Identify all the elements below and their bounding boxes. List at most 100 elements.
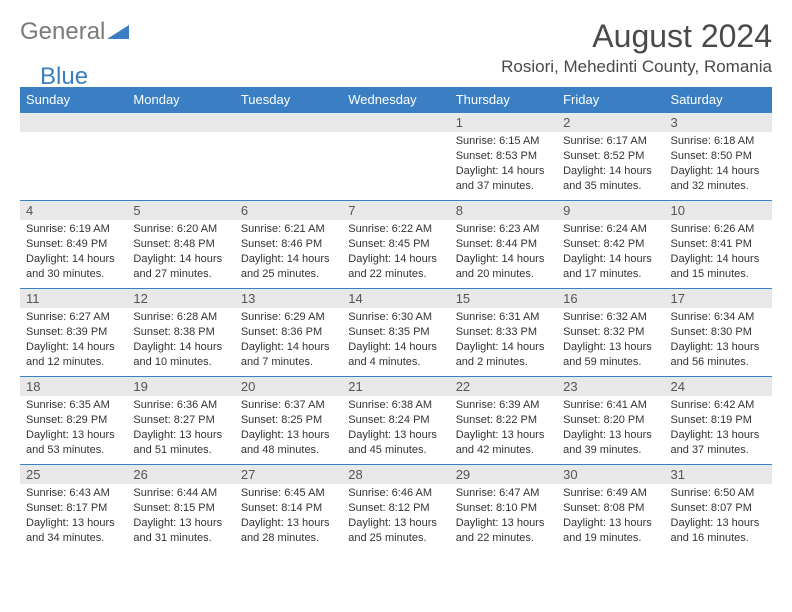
calendar-day-cell: 19Sunrise: 6:36 AMSunset: 8:27 PMDayligh… [127, 377, 234, 465]
day-number: 25 [20, 465, 127, 484]
sunset-text: Sunset: 8:48 PM [133, 237, 228, 252]
calendar-day-cell: 11 Sunrise: 6:27 AMSunset: 8:39 PMDayligh… [20, 289, 127, 377]
sunset-text: Sunset: 8:07 PM [671, 501, 766, 516]
calendar-week-row: 1Sunrise: 6:15 AMSunset: 8:53 PMDaylight… [20, 113, 772, 201]
daylight-text: Daylight: 14 hours and 17 minutes. [563, 252, 658, 282]
calendar-day-cell: 3Sunrise: 6:18 AMSunset: 8:50 PMDaylight… [665, 113, 772, 201]
sunset-text: Sunset: 8:39 PM [26, 325, 121, 340]
day-number: 3 [665, 113, 772, 132]
calendar-day-cell: 13Sunrise: 6:29 AMSunset: 8:36 PMDayligh… [235, 289, 342, 377]
day-details: Sunrise: 6:18 AMSunset: 8:50 PMDaylight:… [665, 132, 772, 197]
day-details: Sunrise: 6:31 AMSunset: 8:33 PMDaylight:… [450, 308, 557, 373]
calendar-week-row: 18Sunrise: 6:35 AMSunset: 8:29 PMDayligh… [20, 377, 772, 465]
day-details: Sunrise: 6:17 AMSunset: 8:52 PMDaylight:… [557, 132, 664, 197]
day-number: 8 [450, 201, 557, 220]
day-number: 15 [450, 289, 557, 308]
day-number: 11 [20, 289, 127, 308]
calendar-day-cell: 18Sunrise: 6:35 AMSunset: 8:29 PMDayligh… [20, 377, 127, 465]
sunset-text: Sunset: 8:33 PM [456, 325, 551, 340]
day-header: Thursday [450, 87, 557, 113]
sunrise-text: Sunrise: 6:46 AM [348, 486, 443, 501]
sunrise-text: Sunrise: 6:49 AM [563, 486, 658, 501]
sunrise-text: Sunrise: 6:27 AM [26, 310, 121, 325]
day-number: 24 [665, 377, 772, 396]
logo-triangle-icon [107, 23, 129, 44]
daylight-text: Daylight: 14 hours and 37 minutes. [456, 164, 551, 194]
sunrise-text: Sunrise: 6:22 AM [348, 222, 443, 237]
sunset-text: Sunset: 8:19 PM [671, 413, 766, 428]
day-number [20, 113, 127, 132]
day-details: Sunrise: 6:47 AMSunset: 8:10 PMDaylight:… [450, 484, 557, 549]
daylight-text: Daylight: 14 hours and 10 minutes. [133, 340, 228, 370]
calendar-day-cell: 21Sunrise: 6:38 AMSunset: 8:24 PMDayligh… [342, 377, 449, 465]
day-details: Sunrise: 6:36 AMSunset: 8:27 PMDaylight:… [127, 396, 234, 461]
logo-text-blue: Blue [40, 63, 88, 91]
daylight-text: Daylight: 14 hours and 4 minutes. [348, 340, 443, 370]
day-number: 14 [342, 289, 449, 308]
sunset-text: Sunset: 8:15 PM [133, 501, 228, 516]
sunrise-text: Sunrise: 6:18 AM [671, 134, 766, 149]
day-number: 17 [665, 289, 772, 308]
calendar-day-cell: 14Sunrise: 6:30 AMSunset: 8:35 PMDayligh… [342, 289, 449, 377]
day-header-row: Sunday Monday Tuesday Wednesday Thursday… [20, 87, 772, 113]
calendar-day-cell: 9Sunrise: 6:24 AMSunset: 8:42 PMDaylight… [557, 201, 664, 289]
daylight-text: Daylight: 13 hours and 34 minutes. [26, 516, 121, 546]
sunset-text: Sunset: 8:46 PM [241, 237, 336, 252]
day-header: Friday [557, 87, 664, 113]
sunset-text: Sunset: 8:42 PM [563, 237, 658, 252]
calendar-day-cell: 8Sunrise: 6:23 AMSunset: 8:44 PMDaylight… [450, 201, 557, 289]
daylight-text: Daylight: 13 hours and 19 minutes. [563, 516, 658, 546]
sunset-text: Sunset: 8:45 PM [348, 237, 443, 252]
daylight-text: Daylight: 13 hours and 31 minutes. [133, 516, 228, 546]
calendar-day-cell: 29Sunrise: 6:47 AMSunset: 8:10 PMDayligh… [450, 465, 557, 553]
daylight-text: Daylight: 13 hours and 28 minutes. [241, 516, 336, 546]
sunrise-text: Sunrise: 6:34 AM [671, 310, 766, 325]
day-number: 20 [235, 377, 342, 396]
calendar-day-cell: 1Sunrise: 6:15 AMSunset: 8:53 PMDaylight… [450, 113, 557, 201]
sunrise-text: Sunrise: 6:31 AM [456, 310, 551, 325]
day-number: 10 [665, 201, 772, 220]
calendar-day-cell: 15Sunrise: 6:31 AMSunset: 8:33 PMDayligh… [450, 289, 557, 377]
daylight-text: Daylight: 13 hours and 16 minutes. [671, 516, 766, 546]
sunset-text: Sunset: 8:17 PM [26, 501, 121, 516]
day-details: Sunrise: 6:46 AMSunset: 8:12 PMDaylight:… [342, 484, 449, 549]
day-number: 29 [450, 465, 557, 484]
daylight-text: Daylight: 14 hours and 27 minutes. [133, 252, 228, 282]
day-number: 21 [342, 377, 449, 396]
month-title: August 2024 [501, 18, 772, 55]
sunset-text: Sunset: 8:38 PM [133, 325, 228, 340]
day-details: Sunrise: 6:44 AMSunset: 8:15 PMDaylight:… [127, 484, 234, 549]
sunrise-text: Sunrise: 6:29 AM [241, 310, 336, 325]
calendar-day-cell: 16Sunrise: 6:32 AMSunset: 8:32 PMDayligh… [557, 289, 664, 377]
calendar-day-cell: 30Sunrise: 6:49 AMSunset: 8:08 PMDayligh… [557, 465, 664, 553]
calendar-day-cell [20, 113, 127, 201]
calendar-day-cell: 27Sunrise: 6:45 AMSunset: 8:14 PMDayligh… [235, 465, 342, 553]
sunset-text: Sunset: 8:29 PM [26, 413, 121, 428]
calendar-day-cell: 7Sunrise: 6:22 AMSunset: 8:45 PMDaylight… [342, 201, 449, 289]
day-number: 1 [450, 113, 557, 132]
daylight-text: Daylight: 13 hours and 56 minutes. [671, 340, 766, 370]
sunrise-text: Sunrise: 6:36 AM [133, 398, 228, 413]
day-header: Monday [127, 87, 234, 113]
daylight-text: Daylight: 14 hours and 30 minutes. [26, 252, 121, 282]
day-details: Sunrise: 6:22 AMSunset: 8:45 PMDaylight:… [342, 220, 449, 285]
daylight-text: Daylight: 13 hours and 25 minutes. [348, 516, 443, 546]
sunset-text: Sunset: 8:36 PM [241, 325, 336, 340]
day-details: Sunrise: 6:50 AMSunset: 8:07 PMDaylight:… [665, 484, 772, 549]
sunset-text: Sunset: 8:30 PM [671, 325, 766, 340]
sunrise-text: Sunrise: 6:39 AM [456, 398, 551, 413]
sunset-text: Sunset: 8:22 PM [456, 413, 551, 428]
day-details: Sunrise: 6:29 AMSunset: 8:36 PMDaylight:… [235, 308, 342, 373]
calendar-table: Sunday Monday Tuesday Wednesday Thursday… [20, 87, 772, 553]
day-number: 22 [450, 377, 557, 396]
calendar-week-row: 11Sunrise: 6:27 AMSunset: 8:39 PMDayligh… [20, 289, 772, 377]
sunrise-text: Sunrise: 6:43 AM [26, 486, 121, 501]
day-details: Sunrise: 6:24 AMSunset: 8:42 PMDaylight:… [557, 220, 664, 285]
day-details: Sunrise: 6:34 AMSunset: 8:30 PMDaylight:… [665, 308, 772, 373]
daylight-text: Daylight: 14 hours and 12 minutes. [26, 340, 121, 370]
daylight-text: Daylight: 14 hours and 32 minutes. [671, 164, 766, 194]
calendar-day-cell [342, 113, 449, 201]
sunrise-text: Sunrise: 6:28 AM [133, 310, 228, 325]
day-header: Saturday [665, 87, 772, 113]
day-details: Sunrise: 6:28 AMSunset: 8:38 PMDaylight:… [127, 308, 234, 373]
